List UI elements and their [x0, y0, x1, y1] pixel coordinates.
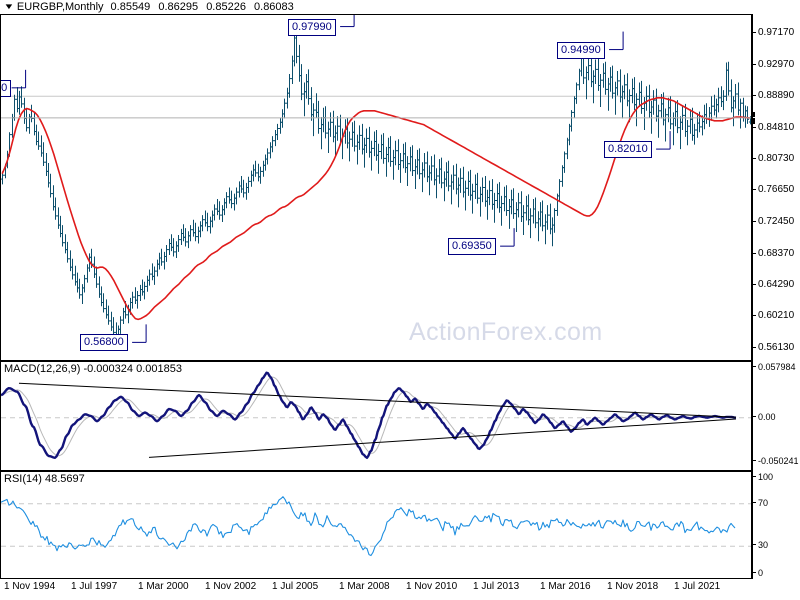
tick-mark: [753, 346, 756, 348]
rsi-label: RSI(14) 48.5697: [4, 473, 85, 485]
callout-leader-line: [11, 69, 27, 89]
price-plot: [1, 15, 751, 343]
tick-mark: [753, 189, 756, 191]
price-callout-0-94990: 0.94990: [557, 41, 605, 59]
price-callout-0-56800: 0.56800: [80, 334, 128, 352]
tick-label: 0: [758, 568, 764, 578]
date-tick-1-Nov-2002: 1 Nov 2002: [205, 581, 257, 592]
tick-label: 0.68370: [758, 247, 795, 259]
low-value: 0.85226: [206, 1, 246, 13]
rsi-plot: [1, 496, 751, 557]
tick-label: 0.72450: [758, 216, 795, 228]
macd-y-axis[interactable]: 0.057984 0.00 -0.050241: [752, 361, 800, 471]
tick-label: 0.76650: [758, 184, 795, 196]
tick-mark: [753, 572, 756, 573]
tick-mark: [753, 283, 756, 285]
price-callout-0-69350: 0.69350: [448, 238, 496, 256]
tick-label: -0.050241: [758, 455, 799, 466]
date-tick-1-Jul-2013: 1 Jul 2013: [473, 581, 520, 592]
high-value: 0.86295: [158, 1, 199, 13]
tick-mark: [753, 315, 756, 317]
date-tick-1-Nov-1994: 1 Nov 1994: [4, 581, 56, 592]
macd-plot: [1, 371, 751, 460]
price-callout-0-82010: 0.82010: [604, 141, 652, 159]
date-x-axis[interactable]: 1 Nov 1994 1 Jul 1997 1 Mar 2000 1 Nov 2002…: [0, 579, 752, 600]
price-chart-panel[interactable]: 0.97990 0.94990 0.82010 0.69350 0.56800 90 Ac…: [0, 14, 752, 361]
callout-leader-line: [656, 131, 671, 150]
price-y-axis[interactable]: 0.97170 0.92970 0.88890 0.84810 0.80730 0.766…: [752, 14, 800, 361]
ohlc-bars: [1, 26, 751, 343]
tick-mark: [753, 221, 756, 223]
date-tick-1-Nov-2018: 1 Nov 2018: [607, 581, 659, 592]
tick-mark: [753, 126, 756, 128]
open-value: 0.85549: [110, 1, 151, 13]
tick-mark: [753, 415, 756, 417]
current-price-label: 0.86083: [757, 111, 794, 123]
macd-label: MACD(12,26,9) -0.000324 0.001853: [4, 363, 182, 375]
tick-label: 100: [758, 472, 774, 482]
callout-leader-line: [500, 228, 515, 247]
date-tick-1-Mar-2008: 1 Mar 2008: [339, 581, 390, 592]
tick-mark: [753, 544, 756, 546]
tick-mark: [753, 64, 756, 66]
tick-mark: [753, 31, 756, 33]
triangle-down-icon[interactable]: ▼: [3, 2, 15, 11]
rsi-y-axis[interactable]: 100 70 30 0: [752, 471, 800, 579]
tick-label: 0.60210: [758, 310, 795, 322]
macd-panel[interactable]: MACD(12,26,9) -0.000324 0.001853: [0, 361, 752, 471]
callout-leader-line: [132, 324, 147, 343]
ohlc-values: 0.85549 0.86295 0.85226 0.86083: [111, 1, 299, 13]
tick-label: 30: [758, 540, 769, 551]
tick-label: 0.56130: [758, 341, 795, 353]
tick-mark: [753, 116, 756, 118]
current-price-tick: 0.86083: [753, 111, 793, 124]
date-tick-1-Jul-2021: 1 Jul 2021: [674, 581, 721, 592]
tick-label: 70: [758, 497, 769, 508]
date-tick-1-Nov-2010: 1 Nov 2010: [406, 581, 458, 592]
tick-label: 0.88890: [758, 90, 795, 102]
tick-mark: [753, 366, 756, 367]
tick-mark: [753, 252, 756, 254]
close-value: 0.86083: [254, 1, 294, 13]
tick-label: 0.00: [758, 411, 776, 422]
price-callout-90: 90: [1, 79, 12, 97]
tick-mark: [753, 476, 756, 477]
symbol-timeframe-label: EURGBP,Monthly: [16, 1, 104, 13]
callout-leader-line: [340, 15, 355, 28]
tick-mark: [753, 459, 756, 461]
date-tick-1-Mar-2000: 1 Mar 2000: [138, 581, 189, 592]
tick-label: 0.057984: [758, 362, 796, 372]
rsi-panel[interactable]: RSI(14) 48.5697: [0, 471, 752, 579]
tick-mark: [753, 157, 756, 159]
tick-label: 0.80730: [758, 152, 795, 164]
tick-label: 0.97170: [758, 26, 795, 38]
date-tick-1-Jul-2005: 1 Jul 2005: [272, 581, 319, 592]
tick-label: 0.84810: [758, 121, 795, 133]
tick-label: 0.64290: [758, 278, 795, 290]
date-tick-1-Jul-1997: 1 Jul 1997: [71, 581, 118, 592]
chart-header: ▼ EURGBP,Monthly 0.85549 0.86295 0.85226…: [0, 0, 800, 14]
watermark: ActionForex.com: [409, 318, 603, 346]
tick-mark: [753, 501, 756, 503]
tick-label: 0.92970: [758, 59, 795, 71]
tick-mark: [753, 95, 756, 97]
macd-trendlines: [18, 382, 737, 458]
date-tick-1-Mar-2016: 1 Mar 2016: [540, 581, 591, 592]
callout-leader-line: [609, 31, 624, 51]
price-callout-0-97990: 0.97990: [288, 18, 336, 36]
